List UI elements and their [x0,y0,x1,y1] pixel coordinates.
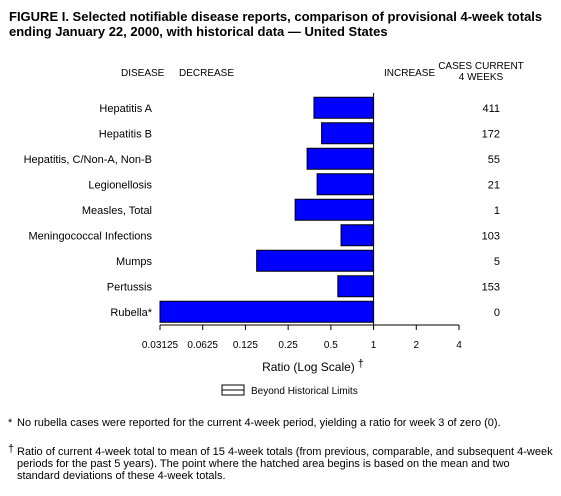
footnote-mark: * [8,417,13,429]
cases-value: 172 [482,128,500,140]
category-label: Pertussis [107,281,153,293]
x-tick-label: 4 [456,340,462,351]
cases-value: 103 [482,230,500,242]
bar [159,300,375,323]
header-cases-line1: CASES CURRENT [438,61,524,72]
legend-label: Beyond Historical Limits [251,386,358,397]
footnote-text: Ratio of current 4-week total to mean of… [17,446,553,482]
bar [313,96,375,119]
x-tick-label: 0.25 [278,340,298,351]
category-label: Measles, Total [82,205,152,217]
x-tick-label: 1 [371,340,377,351]
category-label: Hepatitis, C/Non-A, Non-B [24,154,152,166]
cases-value: 5 [494,256,500,268]
x-tick-label: 0.125 [233,340,258,351]
cases-value: 153 [482,281,500,293]
bar [256,249,375,272]
x-tick-label: 0.5 [324,340,338,351]
cases-value: 0 [494,307,500,319]
header-increase: INCREASE [384,68,435,79]
cases-value: 411 [482,103,500,115]
figure-title: FIGURE I. Selected notifiable disease re… [9,9,543,39]
bar [340,224,375,247]
category-label: Mumps [116,256,153,268]
bar [321,122,375,145]
cases-value: 55 [488,154,500,166]
bar [316,173,375,196]
bar [294,198,375,221]
cases-value: 21 [488,179,500,191]
footnote-mark: † [8,443,15,455]
bar [337,275,375,298]
category-label: Hepatitis B [99,128,152,140]
x-tick-label: 2 [414,340,420,351]
x-tick-label: 0.0625 [187,340,218,351]
x-axis-label: Ratio (Log Scale) † [262,358,364,374]
header-cases-line2: 4 WEEKS [459,72,504,83]
category-label: Rubella* [110,307,152,319]
header-disease: DISEASE [121,68,165,79]
footnote-ratio: † Ratio of current 4-week total to mean … [8,443,553,482]
cases-value: 1 [494,205,500,217]
footnote-text: No rubella cases were reported for the c… [17,417,501,429]
category-label: Meningococcal Infections [28,230,152,242]
header-decrease: DECREASE [179,68,234,79]
category-label: Hepatitis A [99,103,152,115]
x-tick-label: 0.03125 [142,340,179,351]
footnote-rubella: * No rubella cases were reported for the… [8,417,553,429]
category-label: Legionellosis [88,179,152,191]
bar [306,147,375,170]
x-axis-ticks: 0.03125 0.0625 0.125 0.25 0.5 1 2 4 [142,325,462,351]
bars-layer [159,96,375,323]
